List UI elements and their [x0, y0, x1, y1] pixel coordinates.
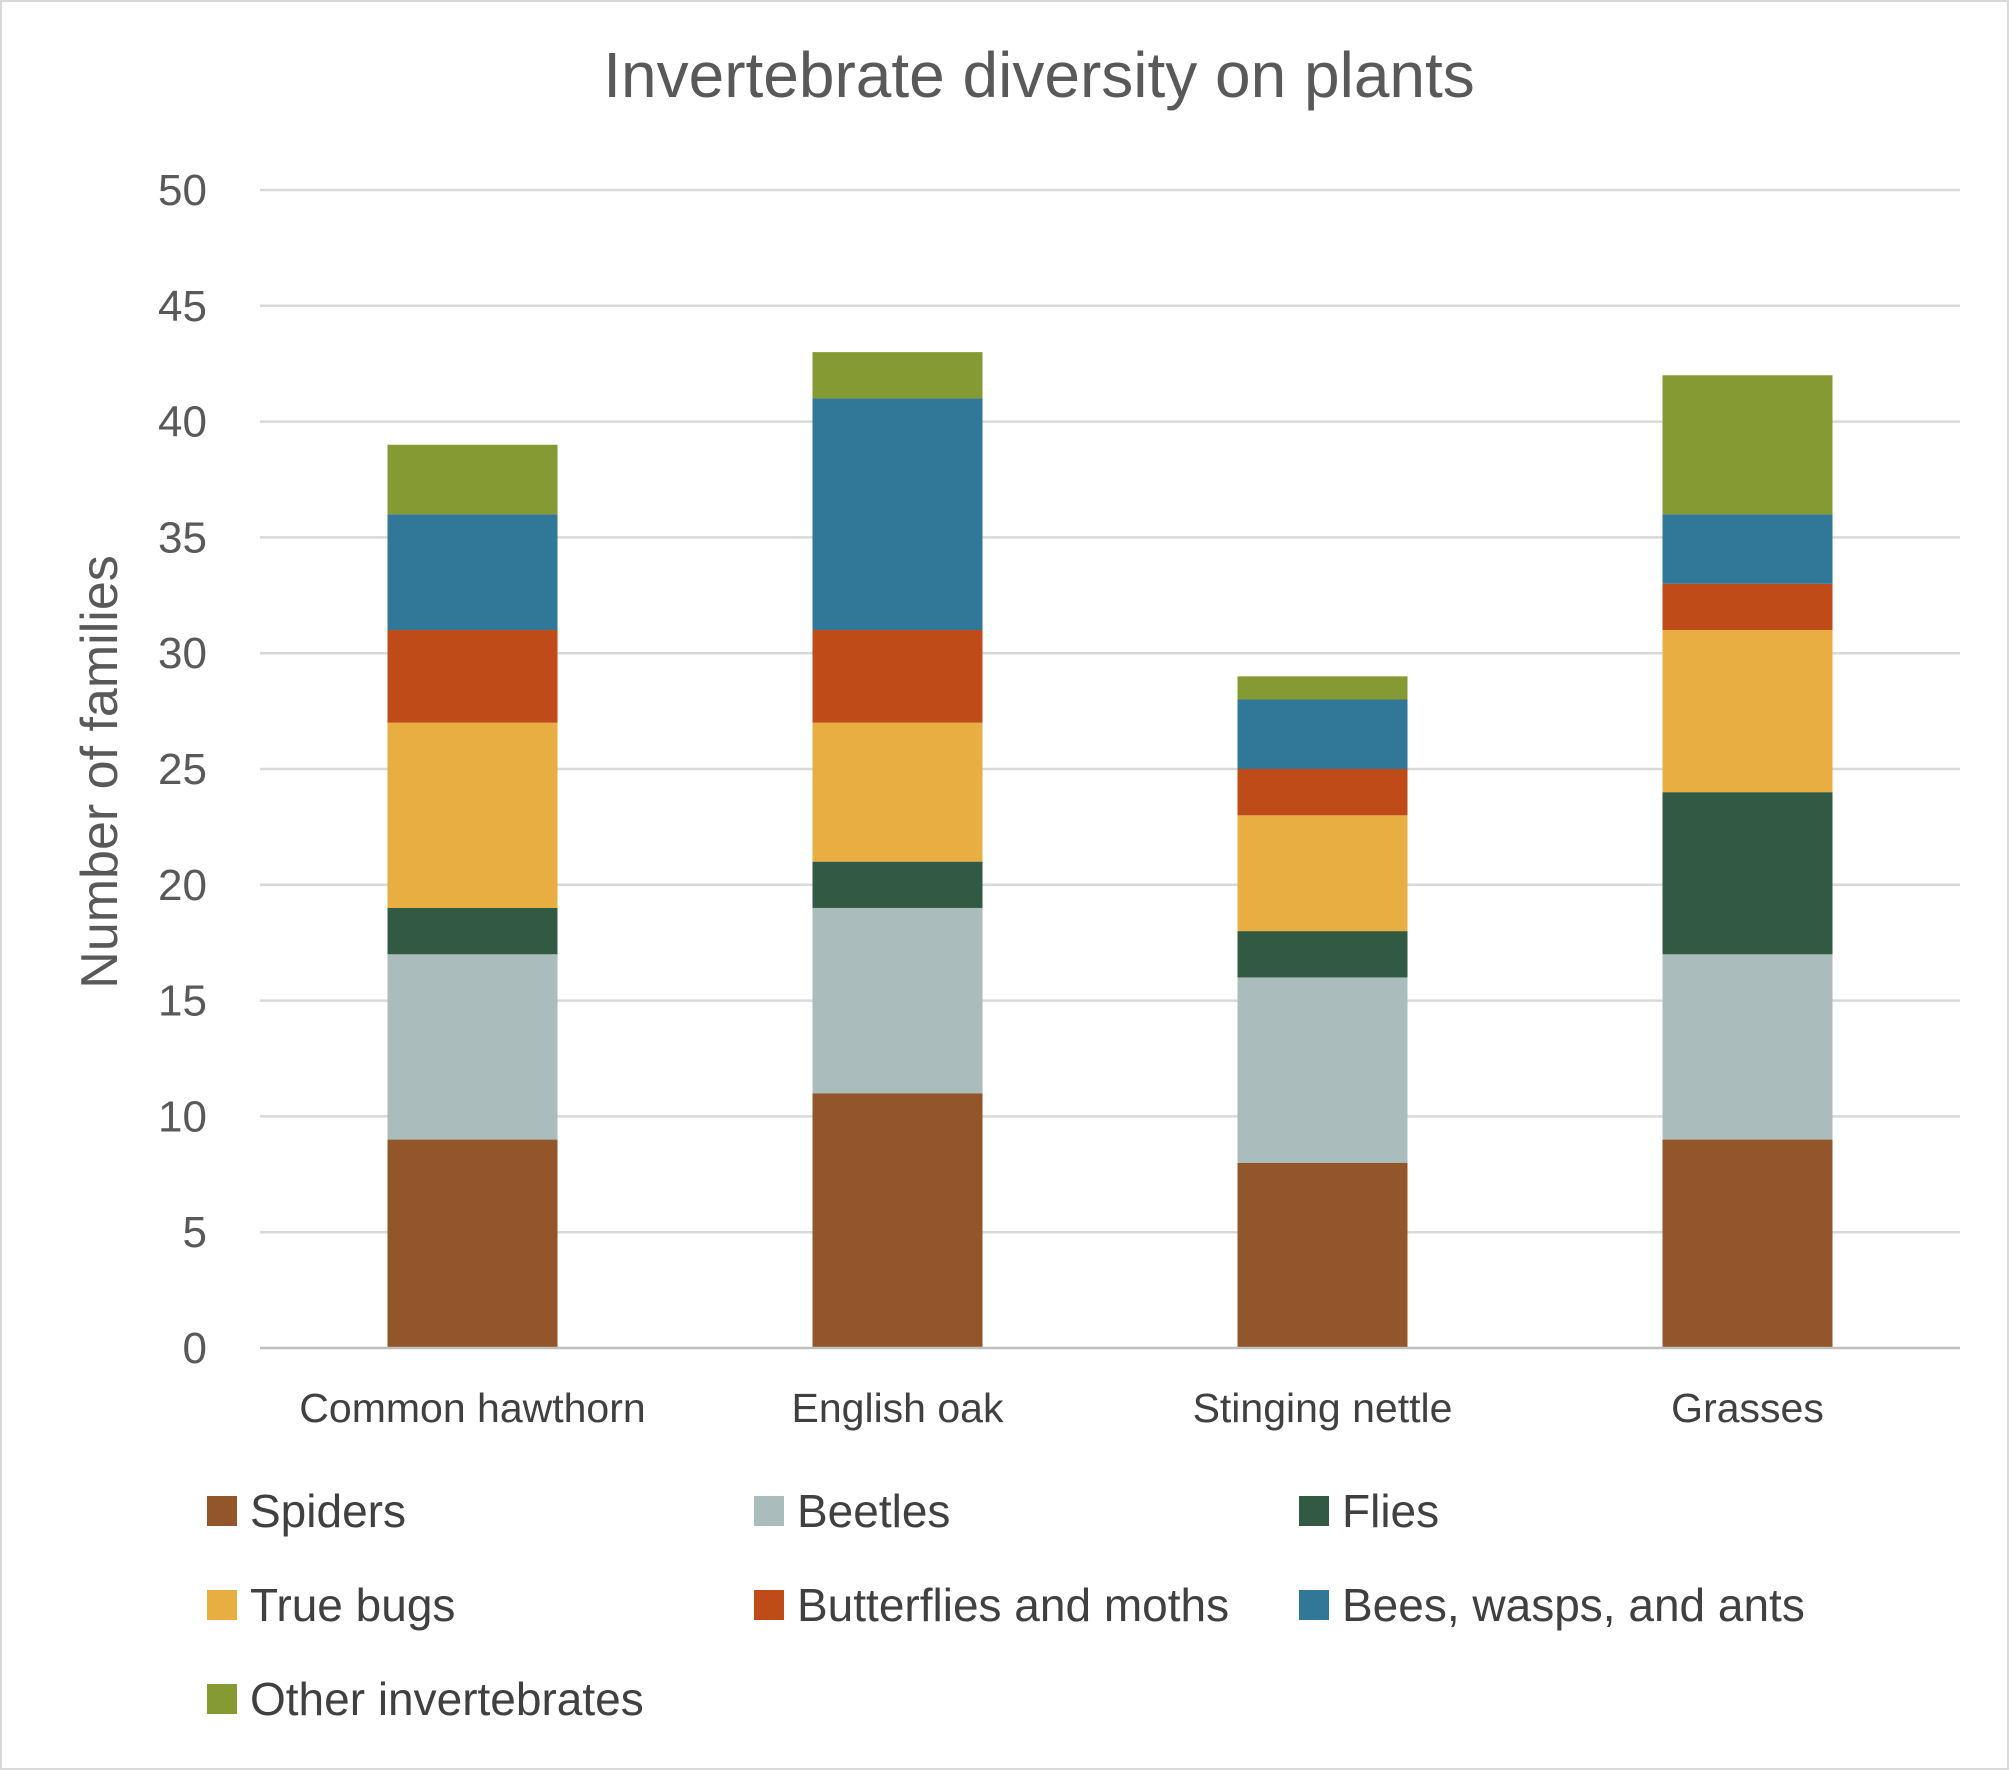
bar-segment: [1662, 514, 1833, 584]
bar-segment: [1662, 583, 1833, 631]
bar-segment: [1237, 676, 1408, 700]
bar-segment: [1237, 815, 1408, 932]
x-axis-categories: Common hawthorn English oak Stinging nettl…: [299, 1385, 1824, 1431]
legend: Spiders Beetles Flies True bugs Butterflies …: [207, 1485, 1805, 1725]
legend-label: Beetles: [797, 1485, 950, 1537]
y-tick-label: 10: [158, 1092, 207, 1141]
bar-segment: [812, 907, 983, 1094]
legend-label: Other invertebrates: [250, 1673, 644, 1725]
bar-segment: [812, 722, 983, 862]
y-tick-label: 35: [158, 513, 207, 562]
bar-segment: [387, 514, 558, 631]
y-tick-label: 25: [158, 745, 207, 794]
legend-item: Flies: [1299, 1485, 1439, 1537]
y-tick-label: 0: [183, 1324, 207, 1373]
legend-swatch: [754, 1496, 784, 1526]
bar-stack: [1662, 375, 1833, 1348]
bar-segment: [812, 861, 983, 908]
y-axis-label: Number of families: [71, 555, 129, 988]
bar-segment: [812, 630, 983, 723]
legend-swatch: [207, 1590, 237, 1620]
y-tick-label: 30: [158, 629, 207, 678]
legend-label: Butterflies and moths: [797, 1579, 1229, 1631]
y-tick-label: 50: [158, 166, 207, 215]
bar-stack: [387, 444, 558, 1348]
bar-segment: [387, 722, 558, 908]
chart-title: Invertebrate diversity on plants: [603, 39, 1475, 111]
bar-stack: [1237, 676, 1408, 1348]
bar-segment: [1237, 977, 1408, 1163]
legend-swatch: [207, 1684, 237, 1714]
bar-segment: [1237, 769, 1408, 816]
y-tick-label: 40: [158, 398, 207, 447]
legend-swatch: [1299, 1496, 1329, 1526]
legend-label: Spiders: [250, 1485, 406, 1537]
legend-swatch: [207, 1496, 237, 1526]
legend-item: Other invertebrates: [207, 1673, 644, 1725]
bar-segment: [812, 398, 983, 631]
bar-segment: [1237, 699, 1408, 769]
bar-segment: [812, 1093, 983, 1348]
x-category-label: Common hawthorn: [299, 1385, 645, 1431]
bar-segment: [1237, 931, 1408, 978]
y-tick-label: 20: [158, 861, 207, 910]
bar-stack: [812, 352, 983, 1348]
legend-item: True bugs: [207, 1579, 455, 1631]
x-category-label: Stinging nettle: [1193, 1385, 1453, 1431]
legend-label: True bugs: [250, 1579, 455, 1631]
x-category-label: Grasses: [1671, 1385, 1824, 1431]
legend-item: Spiders: [207, 1485, 406, 1537]
bar-segment: [1237, 1162, 1408, 1348]
bar-segment: [387, 907, 558, 955]
x-category-label: English oak: [792, 1385, 1004, 1431]
y-tick-label: 15: [158, 977, 207, 1026]
legend-label: Flies: [1342, 1485, 1439, 1537]
legend-swatch: [1299, 1590, 1329, 1620]
legend-item: Bees, wasps, and ants: [1299, 1579, 1805, 1631]
bar-segment: [387, 954, 558, 1140]
legend-item: Butterflies and moths: [754, 1579, 1229, 1631]
legend-swatch: [754, 1590, 784, 1620]
bar-segment: [1662, 954, 1833, 1140]
bar-segment: [387, 1139, 558, 1348]
y-tick-label: 5: [183, 1208, 207, 1257]
bar-segment: [1662, 375, 1833, 515]
y-axis-ticks: 0 5 10 15 20 25 30 35 40 45 50: [158, 166, 207, 1373]
bar-segment: [812, 352, 983, 399]
bar-segment: [1662, 630, 1833, 793]
legend-label: Bees, wasps, and ants: [1342, 1579, 1805, 1631]
bars: [387, 352, 1833, 1348]
bar-segment: [1662, 792, 1833, 955]
bar-segment: [387, 444, 558, 515]
y-tick-label: 45: [158, 282, 207, 331]
bar-segment: [1662, 1139, 1833, 1348]
bar-segment: [387, 630, 558, 723]
legend-item: Beetles: [754, 1485, 950, 1537]
